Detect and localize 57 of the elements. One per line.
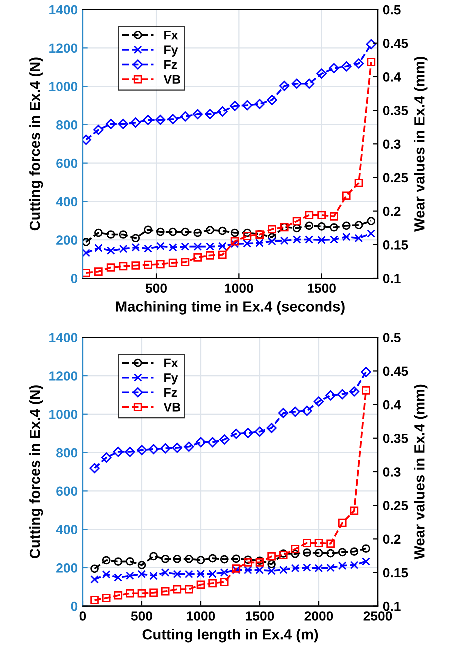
y2-tick-label: 0.2 (383, 206, 401, 216)
y2-tick-label: 0.35 (383, 106, 408, 116)
y-tick-label: 200 (56, 236, 78, 246)
y2-tick-label: 0.45 (383, 366, 408, 376)
y-tick-label: 600 (56, 486, 78, 496)
y-tick-label: 1200 (50, 372, 78, 381)
y2-tick-label: 0.15 (383, 568, 408, 578)
x-tick-label: 2000 (304, 612, 334, 621)
x-tick-label: 1500 (308, 284, 336, 294)
legend-label: Fy (164, 46, 178, 57)
y2-tick-label: 0.1 (383, 602, 401, 612)
y-tick-label: 800 (56, 120, 78, 130)
x-tick-label: 1000 (187, 612, 216, 621)
y-tick-label: 200 (56, 564, 78, 573)
x-axis-title: Machining time in Ex.4 (seconds) (116, 301, 345, 315)
x-tick-label: 0 (80, 612, 86, 621)
y2-tick-label: 0.15 (383, 240, 408, 250)
y-axis-title: Cutting forces in Ex.4 (N) (30, 58, 44, 231)
y2-tick-label: 0.5 (383, 333, 401, 343)
y-tick-label: 0 (71, 602, 78, 612)
legend-label: Fx (164, 30, 178, 40)
y2-tick-label: 0.4 (383, 72, 402, 82)
y2-axis-title: Wear values in Ex.4 (mm) (414, 57, 428, 232)
y2-tick-label: 0.35 (383, 434, 408, 444)
x-tick-label: 500 (131, 612, 152, 621)
y2-tick-label: 0.25 (383, 501, 408, 510)
legend-label: Fz (164, 60, 178, 70)
y-tick-label: 800 (56, 448, 78, 458)
y-tick-label: 1200 (50, 44, 78, 54)
y2-tick-label: 0.3 (383, 140, 401, 150)
y2-tick-label: 0.4 (383, 400, 402, 410)
y-tick-label: 1000 (50, 410, 78, 420)
legend-label: Fz (164, 388, 178, 397)
y-tick-label: 600 (56, 158, 78, 168)
legend-label: VB (164, 75, 181, 84)
y2-tick-label: 0.3 (383, 468, 401, 477)
y-tick-label: 1400 (50, 5, 78, 15)
y-tick-label: 0 (71, 274, 78, 284)
legend-label: Fx (164, 358, 178, 368)
y2-axis-title: Wear values in Ex.4 (mm) (414, 384, 428, 560)
y-tick-label: 400 (56, 525, 78, 534)
y-tick-label: 1400 (50, 333, 78, 343)
y-tick-label: 400 (56, 197, 78, 207)
x-tick-label: 2500 (364, 612, 392, 621)
y2-tick-label: 0.2 (383, 534, 401, 544)
x-tick-label: 500 (146, 284, 167, 294)
y-axis-title: Cutting forces in Ex.4 (N) (30, 386, 44, 558)
y2-tick-label: 0.1 (383, 274, 401, 284)
legend-label: Fy (164, 374, 178, 385)
legend-label: VB (164, 403, 181, 412)
x-tick-label: 1500 (246, 612, 274, 621)
x-axis-title: Cutting length in Ex.4 (m) (142, 629, 318, 643)
y2-tick-label: 0.25 (383, 173, 408, 183)
x-tick-label: 1000 (225, 284, 254, 294)
y2-tick-label: 0.5 (383, 5, 401, 15)
y2-tick-label: 0.45 (383, 38, 408, 48)
y-tick-label: 1000 (50, 82, 78, 92)
